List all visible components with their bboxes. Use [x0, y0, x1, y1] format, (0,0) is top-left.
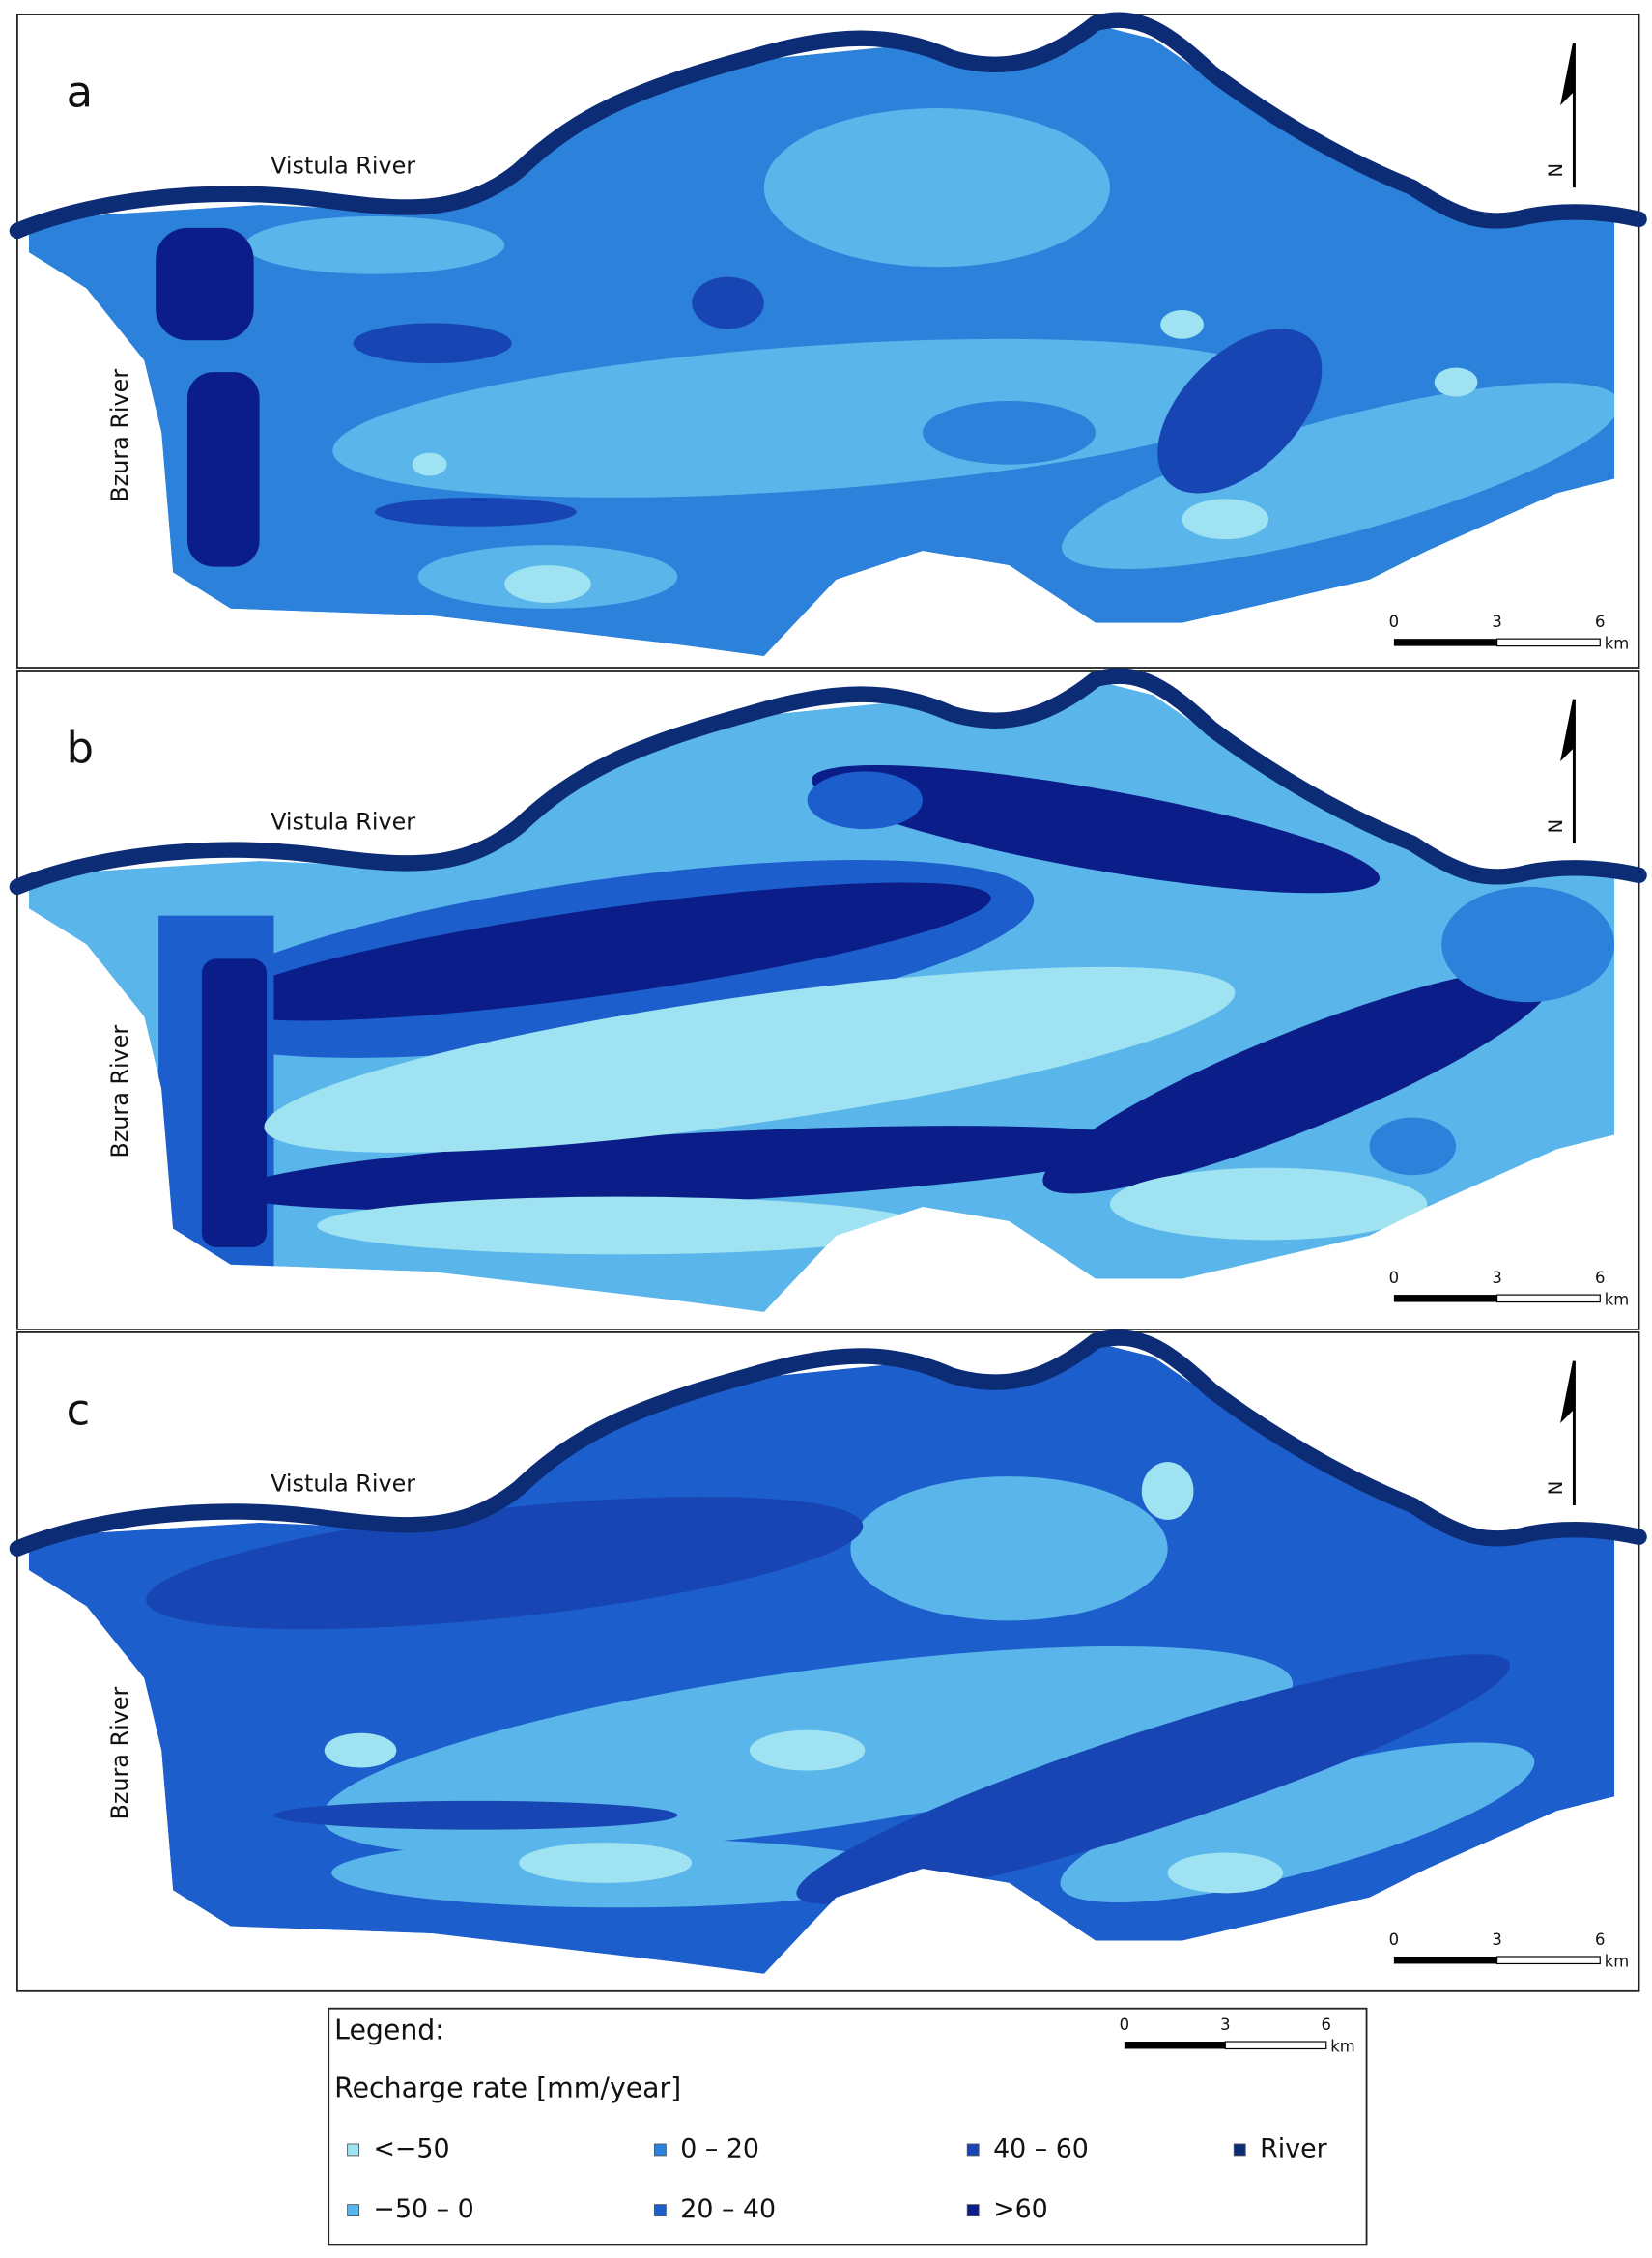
- scale-unit: km: [1605, 1291, 1629, 1309]
- legend-label: 20 – 40: [680, 2194, 776, 2224]
- legend-swatch: [966, 2204, 980, 2217]
- legend-label: 0 – 20: [680, 2133, 759, 2163]
- scale-unit: km: [1330, 2037, 1354, 2055]
- legend-title: Legend:: [334, 2015, 444, 2046]
- legend-swatch: [347, 2143, 359, 2157]
- scale-unit: km: [1605, 1952, 1629, 1970]
- panel-labels: c Vistula River Bzura River N 0 3 6km: [67, 1360, 1629, 1970]
- north-arrow: [1560, 1360, 1576, 1505]
- map-panel: [17, 1332, 1639, 1992]
- river-label: Bzura River: [106, 1025, 133, 1158]
- panel-label: b: [67, 723, 94, 774]
- north-label: N: [1545, 819, 1567, 834]
- river-label: Vistula River: [271, 809, 415, 836]
- legend-subtitle: Recharge rate [mm/year]: [334, 2072, 681, 2103]
- legend: Legend: Recharge rate [mm/year] 0 3 6 km <−5…: [328, 2007, 1368, 2246]
- scale-bar-white: [1495, 638, 1601, 647]
- legend-label: River: [1260, 2133, 1328, 2163]
- river-label: Vistula River: [271, 1471, 415, 1498]
- north-arrow: [1560, 43, 1576, 188]
- scale-bar-black: [1393, 1956, 1497, 1964]
- scale-tick-label: 3: [1492, 1269, 1501, 1287]
- legend-label: 40 – 60: [993, 2133, 1089, 2163]
- scale-bar-white: [1495, 1956, 1601, 1965]
- scale-tick-label: 3: [1492, 1930, 1501, 1949]
- scale-tick-label: 6: [1322, 2015, 1331, 2034]
- scale-tick-label: 3: [1492, 613, 1501, 631]
- legend-swatch: [966, 2143, 980, 2157]
- legend-swatch: [653, 2143, 667, 2157]
- scale-tick-label: 6: [1595, 613, 1605, 631]
- legend-label: −50 – 0: [373, 2194, 473, 2224]
- north-label: N: [1545, 1481, 1567, 1495]
- scale-tick-label: 0: [1120, 2015, 1129, 2034]
- north-arrow: [1560, 699, 1576, 844]
- river-label: Bzura River: [106, 1686, 133, 1819]
- scale-bar-black: [1124, 2042, 1226, 2049]
- map-panel: [17, 671, 1639, 1330]
- scale-unit: km: [1605, 635, 1629, 653]
- river-label: Bzura River: [106, 369, 133, 502]
- scale-bar-white: [1224, 2041, 1327, 2050]
- legend-swatch: [347, 2204, 359, 2217]
- legend-label: >60: [993, 2194, 1048, 2224]
- scale-tick-label: 3: [1220, 2015, 1230, 2034]
- scale-tick-label: 0: [1389, 1930, 1399, 1949]
- panel-labels: b Vistula River Bzura River N 0 3 6km: [67, 699, 1629, 1309]
- river-label: Vistula River: [271, 153, 415, 180]
- scale-bar-black: [1393, 1295, 1497, 1302]
- scale-bar-black: [1393, 639, 1497, 646]
- legend-swatch: [1233, 2143, 1246, 2157]
- map-panel: [17, 14, 1639, 669]
- north-label: N: [1545, 163, 1567, 178]
- scale-bar-white: [1495, 1294, 1601, 1303]
- scale-tick-label: 0: [1389, 1269, 1399, 1287]
- panel-label: a: [67, 67, 93, 118]
- panel-labels: a Vistula River Bzura River N 0 3 6km: [67, 43, 1629, 653]
- scale-tick-label: 0: [1389, 613, 1399, 631]
- scale-tick-label: 6: [1595, 1930, 1605, 1949]
- panel-label: c: [67, 1384, 91, 1435]
- legend-swatch: [653, 2204, 667, 2217]
- scale-tick-label: 6: [1595, 1269, 1605, 1287]
- legend-label: <−50: [373, 2133, 449, 2163]
